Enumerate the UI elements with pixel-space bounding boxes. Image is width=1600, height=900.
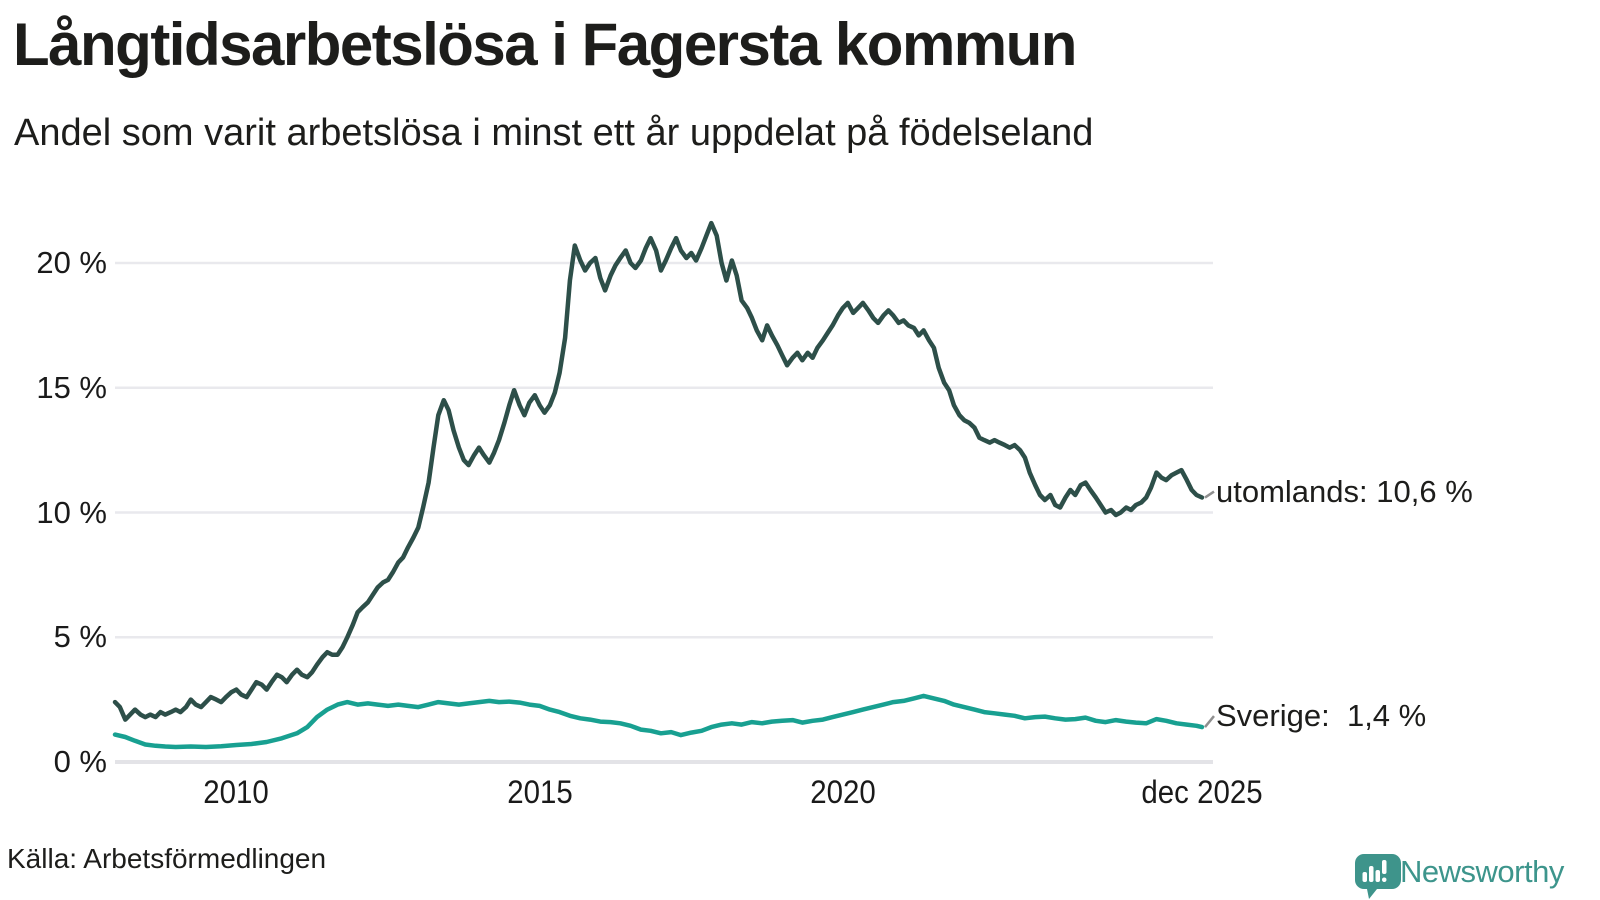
x-tick-label-2020: 2020 <box>810 774 876 810</box>
y-tick-label-20: 20 % <box>36 245 107 280</box>
chart-subtitle: Andel som varit arbetslösa i minst ett å… <box>14 112 1094 154</box>
y-tick-label-10: 10 % <box>36 494 107 530</box>
exclamation-dot <box>1382 877 1387 882</box>
label-connector-Sverige <box>1204 715 1215 728</box>
newsworthy-logo-icon <box>1355 854 1401 899</box>
x-tick-label-2015: 2015 <box>506 774 573 810</box>
mini-barchart-glyph <box>1362 860 1387 882</box>
exclamation-bar <box>1382 860 1387 874</box>
newsworthy-logo: Newsworthy <box>1350 840 1590 900</box>
newsworthy-logo-text: Newsworthy <box>1400 854 1564 889</box>
label-connector-utomlands <box>1204 490 1215 499</box>
y-tick-label-15: 15 % <box>36 369 107 405</box>
x-tick-label-2010: 2010 <box>203 774 270 810</box>
series-end-label-utomlands: utomlands: 10,6 % <box>1216 473 1473 509</box>
series-line-utomlands <box>112 220 1205 722</box>
series-line-Sverige <box>112 693 1205 750</box>
x-tick-label-dec-2025: dec 2025 <box>1141 774 1263 810</box>
source-caption: Källa: Arbetsförmedlingen <box>7 843 327 874</box>
page-title: Långtidsarbetslösa i Fagersta kommun <box>13 11 1077 78</box>
y-tick-label-5: 5 % <box>53 619 107 655</box>
y-tick-label-0: 0 % <box>53 744 107 779</box>
series-end-label-Sverige: Sverige: 1,4 % <box>1216 698 1427 734</box>
